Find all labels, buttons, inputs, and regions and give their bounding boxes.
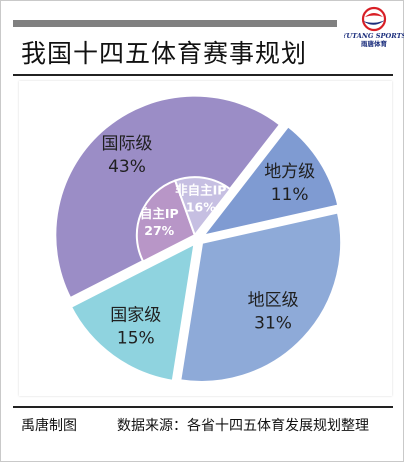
pie-chart: 国家级 15% 国际级 43% 地方级 11% 地区级 31% 自主IP 27% 非自主IP 16%	[53, 93, 344, 384]
footer-divider	[13, 406, 393, 408]
page-title: 我国十四五体育赛事规划	[21, 39, 308, 68]
slice-label-international: 国际级	[101, 134, 152, 154]
pie-slice-provincial	[198, 123, 341, 239]
slice-label-provincial: 地方级	[264, 162, 315, 182]
inner-slice-non-own-ip	[173, 176, 232, 238]
slice-value-national: 15%	[117, 329, 155, 349]
source-text: 数据来源：各省十四五体育发展规划整理	[117, 418, 369, 434]
pie-slice-national	[68, 240, 198, 384]
inner-label-own-ip: 自主IP	[140, 206, 179, 221]
inner-slice-own-ip	[135, 179, 197, 263]
slice-value-regional: 31%	[254, 314, 292, 334]
title-divider	[13, 74, 393, 76]
slice-label-regional: 地区级	[248, 291, 299, 311]
inner-value-own-ip: 27%	[144, 223, 174, 238]
brand-subname: 雨唐体育	[361, 39, 388, 47]
slice-value-provincial: 11%	[271, 185, 309, 205]
inner-label-non-own-ip: 非自主IP	[175, 182, 226, 197]
inner-value-non-own-ip: 16%	[186, 199, 216, 214]
slice-label-national: 国家级	[110, 306, 161, 326]
brand-logo: YUTANG SPORTS 雨唐体育	[344, 6, 404, 47]
slice-value-international: 43%	[108, 157, 146, 177]
header-bar	[13, 20, 337, 27]
brand-name: YUTANG SPORTS	[344, 32, 404, 40]
pie-slice-regional	[178, 210, 344, 384]
credit-text: 禹唐制图	[21, 418, 77, 434]
